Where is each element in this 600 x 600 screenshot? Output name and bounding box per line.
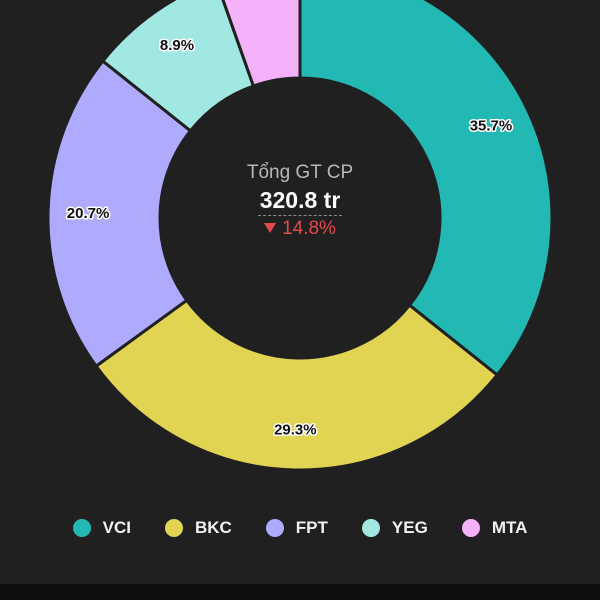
slice-label-fpt: 20.7%: [67, 205, 110, 222]
center-change-row: 14.8%: [200, 216, 400, 242]
slice-label-bkc: 29.3%: [274, 421, 317, 438]
bottom-bar: [0, 584, 600, 600]
center-title: Tổng GT CP: [246, 162, 354, 183]
center-change-value: 14.8%: [282, 218, 336, 239]
donut-slice-bkc[interactable]: [94, 298, 500, 472]
donut-slice-fpt[interactable]: [46, 58, 193, 369]
chart-legend: VCI BKC FPT YEG MTA: [0, 512, 600, 544]
slice-label-vci: 35.7%: [470, 117, 513, 134]
legend-item-vci[interactable]: VCI: [72, 518, 131, 538]
donut-chart: 35.7%29.3%20.7%8.9%5.4%: [46, 0, 554, 472]
legend-dot-icon: [72, 519, 91, 537]
legend-dot-icon: [461, 519, 480, 537]
donut-slice-mta[interactable]: [216, 0, 302, 88]
donut-slice-vci[interactable]: [298, 0, 554, 378]
legend-dot-icon: [164, 519, 183, 537]
center-total-value[interactable]: 320.8 tr: [257, 186, 343, 216]
center-summary: Tổng GT CP 320.8 tr 14.8%: [200, 160, 400, 242]
legend-label: BKC: [194, 518, 232, 537]
slice-label-yeg: 8.9%: [160, 37, 194, 54]
legend-item-yeg[interactable]: YEG: [361, 518, 428, 538]
legend-item-bkc[interactable]: BKC: [164, 518, 232, 538]
legend-dot-icon: [361, 519, 380, 537]
legend-label: VCI: [102, 518, 131, 537]
legend-dot-icon: [265, 519, 284, 537]
legend-item-mta[interactable]: MTA: [461, 518, 528, 538]
donut-slice-yeg[interactable]: [100, 0, 256, 133]
arrow-down-icon: [264, 222, 277, 233]
legend-label: YEG: [391, 518, 428, 537]
legend-label: FPT: [295, 518, 328, 537]
legend-label: MTA: [491, 518, 528, 537]
legend-item-fpt[interactable]: FPT: [265, 518, 328, 538]
